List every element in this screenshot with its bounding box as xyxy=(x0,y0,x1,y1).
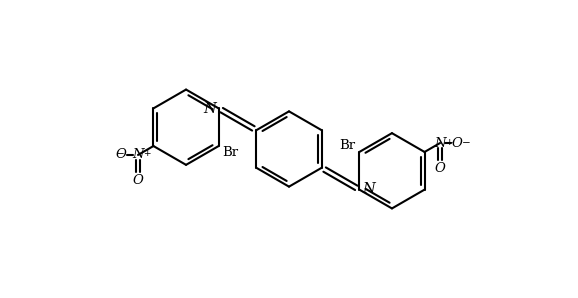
Text: Br: Br xyxy=(223,146,239,159)
Text: N: N xyxy=(203,103,216,117)
Text: O: O xyxy=(435,162,446,175)
Text: N: N xyxy=(434,136,446,150)
Text: O: O xyxy=(451,136,462,150)
Text: O: O xyxy=(116,148,127,162)
Text: −: − xyxy=(116,150,125,159)
Text: N: N xyxy=(362,181,375,195)
Text: +: + xyxy=(143,150,151,159)
Text: −: − xyxy=(462,138,470,148)
Text: N: N xyxy=(132,148,144,162)
Text: O: O xyxy=(132,174,143,187)
Text: +: + xyxy=(446,138,453,147)
Text: Br: Br xyxy=(339,139,355,152)
